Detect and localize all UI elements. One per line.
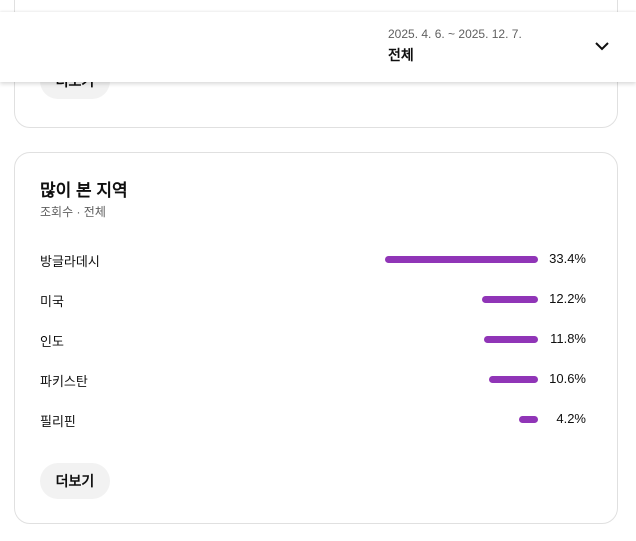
card-subtitle: 조회수 · 전체 xyxy=(40,205,106,219)
value-label: 4.2% xyxy=(556,411,586,426)
bar xyxy=(518,416,538,423)
header: 2025. 4. 6. ~ 2025. 12. 7. 전체 xyxy=(0,12,636,82)
value-label: 33.4% xyxy=(549,251,586,266)
card-title: 많이 본 지역 xyxy=(40,181,128,200)
value-label: 12.2% xyxy=(549,291,586,306)
value-label: 11.8% xyxy=(550,331,586,346)
bar xyxy=(483,336,538,343)
dropdown-chevron[interactable] xyxy=(592,39,612,55)
date-range: 2025. 4. 6. ~ 2025. 12. 7. xyxy=(388,27,522,41)
value-label: 10.6% xyxy=(549,371,586,386)
bar xyxy=(489,376,538,383)
bar xyxy=(385,256,538,263)
region-label: 인도 xyxy=(40,334,64,349)
region-label: 필리핀 xyxy=(40,414,76,429)
region-label: 미국 xyxy=(40,294,64,309)
region-label: 파키스탄 xyxy=(40,374,88,389)
top-regions-card: 많이 본 지역 조회수 · 전체 더보기 방글라데시 33.4% 미국 12.2% 인도… xyxy=(14,152,618,524)
filter: 전체 xyxy=(388,47,414,63)
bar xyxy=(482,296,538,303)
more-button[interactable]: 더보기 xyxy=(40,463,110,499)
region-label: 방글라데시 xyxy=(40,254,100,269)
